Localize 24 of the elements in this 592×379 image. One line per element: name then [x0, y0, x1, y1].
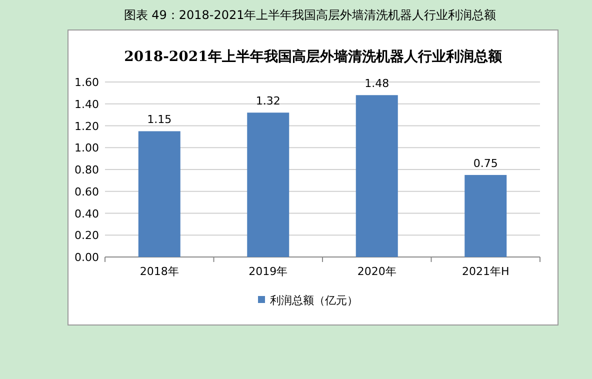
y-tick-label: 0.60 [74, 185, 99, 198]
data-label: 0.75 [473, 156, 498, 170]
x-tick-label: 2018年 [140, 265, 179, 278]
text: 图表 49：2018-2021年上半年我国高层外墙清洗机器人行业利润总额 [124, 8, 496, 22]
legend-label: 利润总额（亿元） [270, 294, 358, 307]
data-label: 1.15 [147, 113, 172, 126]
y-tick-label: 1.20 [74, 120, 99, 133]
y-tick-label: 1.00 [74, 142, 99, 155]
y-tick-label: 0.00 [74, 251, 99, 264]
chart-title: 2018-2021年上半年我国高层外墙清洗机器人行业利润总额 [124, 48, 503, 65]
y-tick-label: 0.40 [74, 207, 99, 220]
bar [356, 95, 398, 257]
x-tick-label: 2020年 [357, 265, 396, 278]
x-tick-label: 2019年 [248, 265, 288, 278]
y-tick-label: 0.80 [74, 164, 99, 176]
x-tick-label: 2021年H [462, 265, 510, 278]
data-label: 1.48 [364, 77, 390, 90]
bar [247, 112, 290, 257]
data-label: 1.32 [256, 94, 280, 108]
y-tick-label: 1.60 [74, 76, 99, 89]
y-tick-label: 0.20 [74, 229, 99, 242]
y-tick-label: 1.40 [74, 98, 99, 111]
bar [464, 174, 507, 257]
bar [138, 131, 180, 257]
